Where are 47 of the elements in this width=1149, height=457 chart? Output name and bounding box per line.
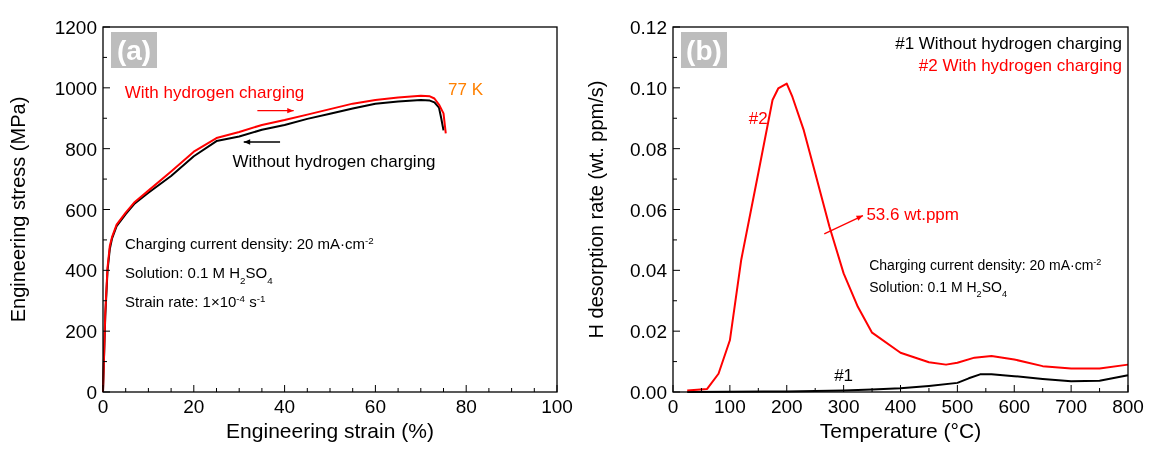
x-tick-label: 20	[183, 396, 205, 417]
x-tick-label: 200	[770, 396, 803, 417]
annotation: Charging current density: 20 mA·cm$^{-2}$	[869, 257, 1102, 274]
annotation: Strain rate: 1×10$^{-4}$ s$^{-1}$	[125, 292, 266, 310]
x-tick-label: 100	[541, 396, 573, 417]
x-axis-title: Engineering strain (%)	[226, 419, 434, 442]
annotation: 53.6 wt.ppm	[866, 205, 959, 225]
series-label: With hydrogen charging	[124, 82, 305, 102]
legend-label: Without hydrogen charging	[232, 151, 436, 171]
y-tick-label: 600	[65, 199, 97, 221]
annotation: Solution: 0.1 M H$_{2}$SO$_{4}$	[869, 279, 1007, 300]
y-tick-label: 0.10	[630, 77, 667, 99]
y-axis-title: H desorption rate (wt. ppm/s)	[585, 80, 607, 339]
y-tick-label: 0.00	[630, 382, 667, 403]
line-series	[686, 82, 1129, 392]
text: #2 With hydrogen charging	[918, 56, 1122, 75]
y-tick-label: 1200	[54, 17, 97, 38]
annotation: 77 K	[448, 80, 484, 100]
y-tick-label: 0.08	[630, 138, 667, 160]
y-tick-label: 800	[65, 138, 97, 160]
x-tick-label: 40	[274, 396, 296, 417]
y-tick-label: 400	[65, 260, 97, 282]
y-tick-label: 200	[65, 321, 97, 343]
y-axis-title: Engineering stress (MPa)	[7, 96, 29, 323]
annotation: Charging current density: 20 mA·cm$^{-2}$	[125, 234, 374, 252]
annotation: Solution: 0.1 M H$_{2}$SO$_{4}$	[125, 264, 274, 286]
x-tick-label: 80	[455, 396, 477, 417]
x-axis-title: Temperature (°C)	[819, 419, 982, 442]
annotation: #2	[748, 109, 768, 129]
y-tick-label: 0.04	[630, 260, 668, 282]
x-tick-label: 500	[941, 396, 974, 417]
x-tick-label: 600	[998, 396, 1031, 417]
annotation: (a)	[116, 35, 152, 66]
annotation: #1	[834, 366, 854, 386]
x-tick-label: 100	[714, 396, 746, 417]
y-tick-label: 0.02	[630, 321, 667, 343]
annotation: (b)	[686, 35, 722, 66]
x-tick-label: 60	[364, 396, 386, 417]
y-tick-label: 0.12	[630, 17, 667, 38]
text: #1 Without hydrogen charging	[895, 34, 1122, 53]
y-tick-label: 0.06	[630, 199, 667, 221]
x-tick-label: 700	[1055, 396, 1087, 417]
y-tick-label: 1000	[54, 77, 97, 99]
x-tick-label: 800	[1112, 396, 1144, 417]
y-tick-label: 0	[86, 382, 97, 403]
x-tick-label: 400	[884, 396, 917, 417]
x-tick-label: 300	[827, 396, 860, 417]
